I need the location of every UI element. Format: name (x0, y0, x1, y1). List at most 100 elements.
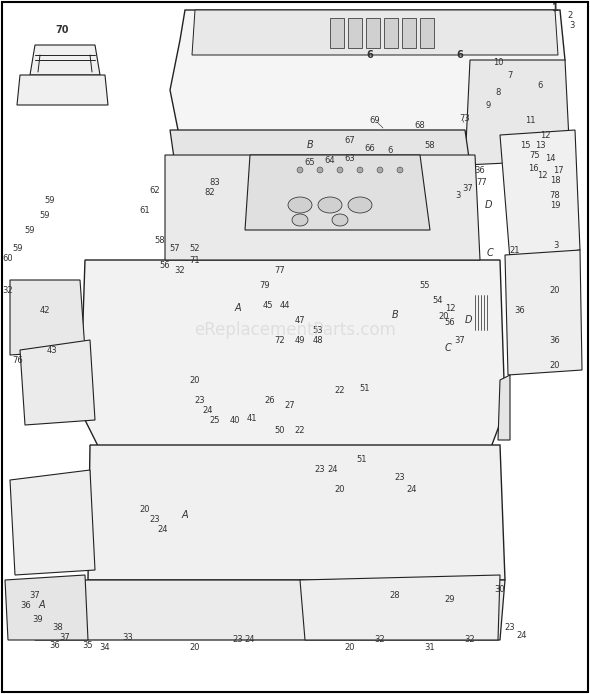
Text: 49: 49 (295, 335, 305, 344)
Text: 32: 32 (375, 636, 385, 645)
Text: 61: 61 (140, 205, 150, 214)
Text: 36: 36 (550, 335, 560, 344)
Text: B: B (307, 140, 313, 150)
Polygon shape (192, 10, 558, 55)
Text: 30: 30 (494, 586, 505, 595)
Text: 6: 6 (537, 81, 543, 90)
Polygon shape (10, 280, 85, 355)
Text: A: A (39, 600, 45, 610)
Text: 23: 23 (150, 516, 160, 525)
Text: 10: 10 (493, 58, 503, 67)
Text: 22: 22 (295, 425, 305, 434)
Bar (402, 18, 416, 48)
Text: 24: 24 (245, 636, 255, 645)
Bar (366, 18, 380, 48)
Text: 6: 6 (457, 50, 463, 60)
Text: 23: 23 (232, 636, 243, 645)
Text: 38: 38 (53, 623, 63, 632)
Text: 11: 11 (525, 115, 535, 124)
Ellipse shape (297, 167, 303, 173)
Text: 2: 2 (568, 10, 573, 19)
Text: 77: 77 (477, 178, 487, 187)
Text: 62: 62 (150, 185, 160, 194)
Ellipse shape (288, 197, 312, 213)
Text: 59: 59 (45, 196, 55, 205)
Text: 16: 16 (527, 164, 538, 173)
Text: 67: 67 (345, 135, 355, 144)
Text: 1: 1 (552, 3, 558, 13)
Polygon shape (465, 60, 570, 165)
Text: 37: 37 (30, 591, 40, 600)
Polygon shape (170, 130, 470, 165)
Text: 75: 75 (530, 151, 540, 160)
Text: 79: 79 (260, 280, 270, 289)
Text: 20: 20 (550, 285, 560, 294)
Polygon shape (165, 155, 480, 260)
Text: 23: 23 (195, 396, 205, 405)
Text: 78: 78 (550, 190, 560, 199)
Text: 24: 24 (203, 405, 213, 414)
Text: 45: 45 (263, 301, 273, 310)
Polygon shape (245, 155, 430, 230)
Text: 20: 20 (439, 312, 449, 321)
Ellipse shape (292, 214, 308, 226)
Text: 8: 8 (496, 87, 501, 96)
Text: 52: 52 (190, 244, 200, 253)
Text: 66: 66 (365, 144, 375, 153)
Text: 20: 20 (190, 375, 200, 384)
Polygon shape (500, 130, 580, 260)
Text: 56: 56 (445, 317, 455, 326)
Bar (330, 18, 344, 48)
Text: A: A (235, 303, 241, 313)
Text: 56: 56 (160, 260, 171, 269)
Text: 82: 82 (205, 187, 215, 196)
Text: 3: 3 (455, 190, 461, 199)
Text: 42: 42 (40, 305, 50, 314)
Text: 24: 24 (328, 466, 338, 475)
Text: 41: 41 (247, 414, 257, 423)
Text: 23: 23 (395, 473, 405, 482)
Text: C: C (445, 343, 451, 353)
Text: eReplacementParts.com: eReplacementParts.com (194, 321, 396, 339)
Polygon shape (20, 340, 95, 425)
Polygon shape (30, 580, 505, 640)
Text: 36: 36 (50, 641, 60, 650)
Text: 12: 12 (540, 130, 550, 139)
Text: 23: 23 (504, 623, 515, 632)
Text: 58: 58 (425, 140, 435, 149)
Ellipse shape (348, 197, 372, 213)
Text: 20: 20 (335, 486, 345, 495)
Text: 58: 58 (155, 235, 165, 244)
Text: 47: 47 (294, 316, 305, 325)
Text: 13: 13 (535, 140, 545, 149)
Text: 51: 51 (357, 455, 367, 464)
Bar (348, 18, 362, 48)
Text: 57: 57 (170, 244, 181, 253)
Polygon shape (498, 375, 510, 440)
Text: 69: 69 (370, 115, 381, 124)
Polygon shape (88, 445, 505, 580)
Text: 24: 24 (517, 631, 527, 639)
Ellipse shape (332, 214, 348, 226)
Text: 63: 63 (345, 153, 355, 162)
Text: 6: 6 (366, 50, 373, 60)
Text: 51: 51 (360, 384, 371, 393)
Ellipse shape (397, 167, 403, 173)
Text: 29: 29 (445, 595, 455, 604)
Text: 7: 7 (507, 71, 513, 80)
Text: 12: 12 (445, 303, 455, 312)
Text: 73: 73 (460, 114, 470, 123)
Text: 32: 32 (175, 266, 185, 275)
Text: 20: 20 (550, 360, 560, 369)
Text: A: A (182, 510, 188, 520)
Text: 40: 40 (230, 416, 240, 425)
Text: C: C (487, 248, 493, 258)
Text: 32: 32 (465, 636, 476, 645)
Ellipse shape (337, 167, 343, 173)
Text: 37: 37 (455, 335, 466, 344)
Text: 50: 50 (275, 425, 285, 434)
Text: 24: 24 (158, 525, 168, 534)
Text: D: D (464, 315, 472, 325)
Text: 53: 53 (313, 325, 323, 335)
Text: 28: 28 (389, 591, 400, 600)
